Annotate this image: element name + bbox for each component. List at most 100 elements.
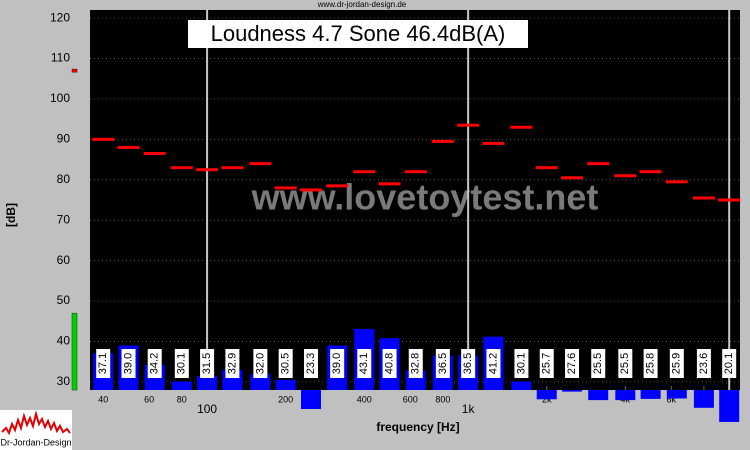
value-label-box — [514, 349, 529, 378]
level-dash — [639, 170, 662, 174]
value-label-box — [253, 349, 268, 378]
bar — [640, 390, 661, 399]
chart-title: Loudness 4.7 Sone 46.4dB(A) — [211, 21, 506, 46]
level-dash — [482, 141, 505, 145]
level-dash — [353, 170, 376, 174]
x-tick-label: 2k — [542, 394, 552, 404]
value-label-box — [225, 349, 240, 378]
logo: Dr-Jordan-Design — [0, 410, 72, 450]
value-label: 32.9 — [226, 353, 238, 374]
value-label: 30.1 — [515, 353, 527, 374]
bar — [300, 390, 321, 409]
x-tick-label: 200 — [278, 394, 293, 404]
level-dash — [170, 166, 193, 170]
value-label: 23.3 — [305, 353, 317, 374]
x-tick-label: 600 — [403, 394, 418, 404]
level-dash — [561, 176, 584, 180]
value-label-box — [303, 349, 318, 378]
value-label-box — [200, 349, 215, 378]
value-label-box — [330, 349, 345, 378]
level-dash — [404, 170, 427, 174]
value-label: 43.1 — [358, 353, 370, 374]
value-label: 32.8 — [410, 353, 422, 374]
value-label: 39.0 — [122, 353, 134, 374]
level-dash — [665, 180, 688, 184]
value-label-box — [461, 349, 476, 378]
plot-area — [90, 10, 740, 390]
level-dash — [92, 137, 115, 141]
value-label-box — [618, 349, 633, 378]
bar — [197, 375, 218, 390]
value-label: 37.1 — [97, 353, 109, 374]
bar — [275, 379, 296, 390]
level-dash — [221, 166, 244, 170]
level-dash — [299, 188, 322, 192]
header: www.dr-jordan-design.de — [317, 0, 407, 9]
value-label-box — [643, 349, 658, 378]
x-tick-label: 800 — [435, 394, 450, 404]
x-tick-label: 6k — [667, 394, 677, 404]
value-label: 25.5 — [592, 353, 604, 374]
value-label-box — [486, 349, 501, 378]
level-dash — [249, 162, 272, 166]
value-label: 32.0 — [254, 353, 266, 374]
level-dash — [587, 162, 610, 166]
value-label-box — [174, 349, 189, 378]
y-tick-label: 70 — [57, 212, 71, 226]
bar — [588, 390, 609, 401]
value-label-box — [669, 349, 684, 378]
level-dash — [274, 186, 297, 190]
value-label-box — [278, 349, 293, 378]
bar — [666, 390, 687, 399]
value-label: 27.6 — [566, 353, 578, 374]
value-label: 41.2 — [487, 353, 499, 374]
y-tick-label: 40 — [57, 334, 71, 348]
y-axis-label: [dB] — [4, 203, 18, 227]
title-box — [188, 20, 528, 48]
bar — [171, 381, 192, 390]
watermark: www.lovetoytest.net — [251, 177, 599, 218]
level-dash — [535, 166, 558, 170]
y-tick-label: 50 — [57, 293, 71, 307]
level-meter — [71, 312, 78, 391]
value-label-box — [565, 349, 580, 378]
x-tick-label: 60 — [144, 394, 154, 404]
bar — [511, 381, 532, 390]
level-dash — [117, 145, 140, 149]
x-tick-label: 400 — [357, 394, 372, 404]
logo-text: Dr-Jordan-Design — [0, 437, 71, 447]
value-label-box — [147, 349, 162, 378]
x-tick-label: 80 — [177, 394, 187, 404]
value-label: 25.5 — [619, 353, 631, 374]
value-label: 30.1 — [176, 353, 188, 374]
value-label: 23.6 — [698, 353, 710, 374]
value-label: 30.5 — [280, 353, 292, 374]
level-dash — [614, 174, 637, 178]
bar — [615, 390, 636, 401]
x-tick-label: 1k — [462, 402, 476, 416]
value-label: 34.2 — [149, 353, 161, 374]
y-tick-label: 80 — [57, 172, 71, 186]
value-label: 31.5 — [201, 353, 213, 374]
y-tick-label: 110 — [51, 51, 70, 65]
x-tick-label: 100 — [197, 402, 217, 416]
y-tick-label: 60 — [57, 253, 71, 267]
level-dash — [510, 125, 533, 129]
level-dash — [457, 123, 480, 127]
value-label-box — [121, 349, 136, 378]
value-label-box — [357, 349, 372, 378]
value-label-box — [591, 349, 606, 378]
value-label: 25.9 — [671, 353, 683, 374]
bar — [693, 390, 714, 408]
logo-graphic — [1, 410, 71, 436]
value-label-box — [435, 349, 450, 378]
value-label: 39.0 — [331, 353, 343, 374]
y-tick-label: 100 — [50, 91, 70, 105]
value-label: 40.8 — [383, 353, 395, 374]
level-dash — [718, 198, 741, 202]
value-label: 20.1 — [723, 353, 735, 374]
level-dash — [378, 182, 401, 186]
value-label-box — [696, 349, 711, 378]
level-dash — [143, 152, 166, 156]
